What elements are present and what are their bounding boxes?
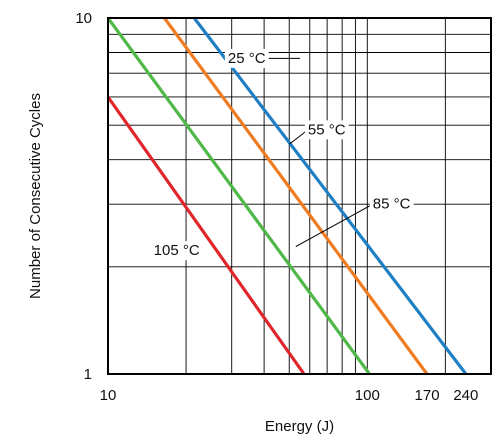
annotation-label: 25 °C [228, 50, 266, 67]
tick-labels: 10 100 170 240 1 10 [75, 10, 478, 404]
grid [108, 18, 491, 374]
annotation-background [369, 194, 414, 214]
series-line [163, 17, 429, 375]
annotation-leader [295, 203, 374, 248]
series-lines [106, 17, 468, 375]
plot-frame [107, 17, 492, 375]
annotations: 25 °C 55 °C 85 °C 105 °C [150, 48, 414, 261]
y-tick-label: 10 [75, 10, 92, 27]
x-tick-label: 170 [415, 387, 440, 404]
x-tick-label: 100 [355, 387, 380, 404]
x-tick-label: 240 [453, 387, 478, 404]
y-axis-label: Number of Consecutive Cycles [27, 93, 44, 299]
series-line [192, 17, 468, 375]
x-tick-label: 10 [100, 387, 117, 404]
annotation-background [224, 48, 269, 68]
annotation-label: 85 °C [373, 196, 411, 213]
annotation-label: 105 °C [154, 242, 200, 259]
annotation-label: 55 °C [308, 121, 346, 138]
series-line [106, 17, 371, 375]
series-line [106, 96, 306, 375]
x-axis-label: Energy (J) [265, 418, 334, 435]
y-tick-label: 1 [84, 366, 92, 383]
annotation-background [150, 241, 203, 261]
annotation-background [304, 120, 349, 140]
annotation-leader [288, 129, 309, 145]
